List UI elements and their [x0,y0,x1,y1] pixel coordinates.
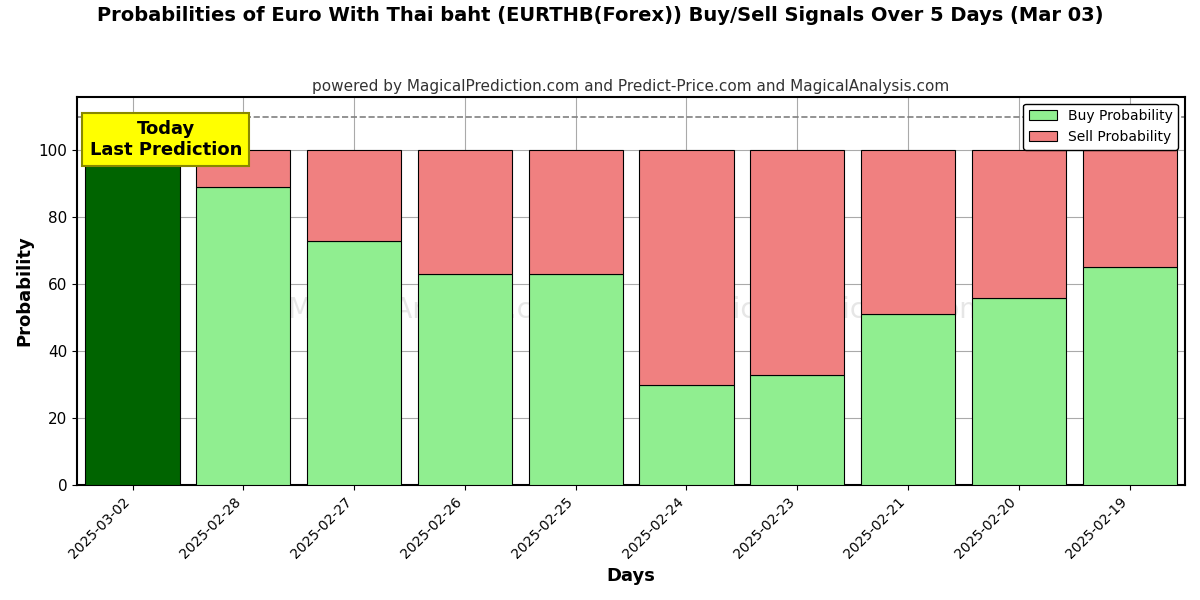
Legend: Buy Probability, Sell Probability: Buy Probability, Sell Probability [1024,104,1178,149]
Bar [1082,268,1177,485]
Bar [860,150,955,314]
Bar [750,150,845,374]
Bar [640,150,733,385]
Bar [529,274,623,485]
Bar [529,150,623,274]
Bar [750,374,845,485]
Bar [972,298,1066,485]
Bar [197,187,290,485]
Title: powered by MagicalPrediction.com and Predict-Price.com and MagicalAnalysis.com: powered by MagicalPrediction.com and Pre… [312,79,949,94]
Text: Today
Last Prediction: Today Last Prediction [90,120,242,159]
Bar [85,150,180,485]
Text: MagicalAnalysis.com: MagicalAnalysis.com [287,296,576,325]
Text: MagicalPrediction.com: MagicalPrediction.com [674,296,986,325]
Bar [860,314,955,485]
Bar [197,150,290,187]
Bar [307,241,401,485]
X-axis label: Days: Days [607,567,655,585]
Bar [1082,150,1177,268]
Y-axis label: Probability: Probability [14,236,32,346]
Bar [307,150,401,241]
Bar [640,385,733,485]
Bar [418,274,512,485]
Bar [972,150,1066,298]
Text: Probabilities of Euro With Thai baht (EURTHB(Forex)) Buy/Sell Signals Over 5 Day: Probabilities of Euro With Thai baht (EU… [97,6,1103,25]
Bar [418,150,512,274]
